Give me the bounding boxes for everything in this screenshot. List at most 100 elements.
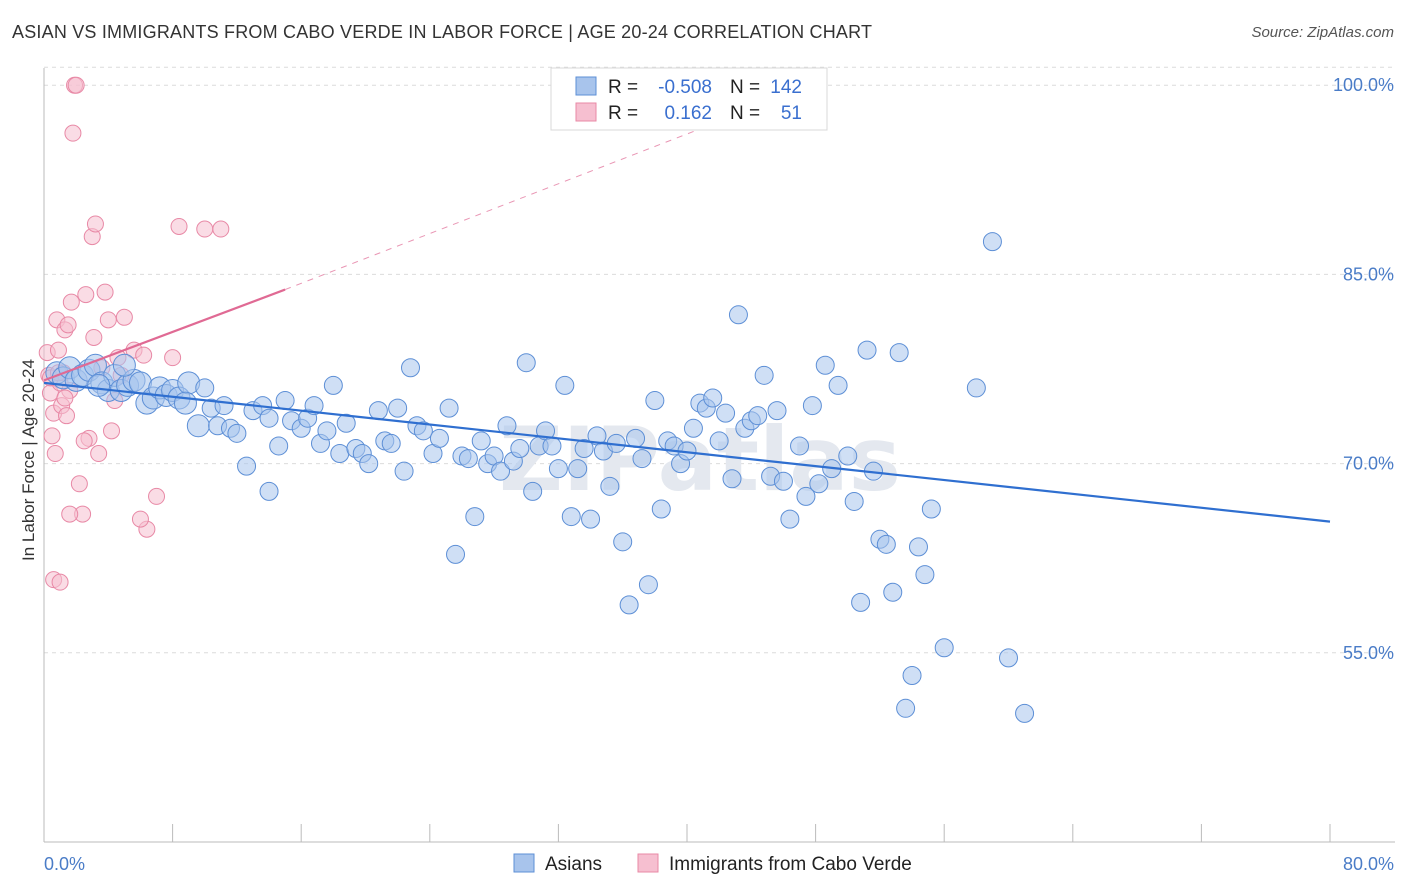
asian-point (876, 534, 896, 554)
trend-lines (43, 102, 1331, 523)
asian-point (112, 353, 136, 377)
legend-n-label: N = (730, 103, 760, 124)
cabo-verde-point (96, 283, 114, 301)
asian-point (227, 423, 247, 443)
asian-point (317, 421, 337, 441)
cabo-verde-point (43, 427, 61, 445)
asian-point (632, 449, 652, 469)
cabo-verde-point (46, 445, 64, 463)
asian-point (728, 305, 748, 325)
asian-point (780, 509, 800, 529)
asian-points (45, 232, 1035, 723)
axes (43, 68, 1395, 843)
asian-point (568, 459, 588, 479)
asian-point (388, 398, 408, 418)
asian-point (581, 509, 601, 529)
legend-r-value: 0.162 (664, 103, 712, 124)
asian-point (195, 378, 215, 398)
asian-point (754, 365, 774, 385)
asian-point (368, 401, 388, 421)
asian-point (510, 438, 530, 458)
asian-trend-line (43, 381, 1331, 523)
cabo-verde-point (148, 487, 166, 505)
asian-point (838, 446, 858, 466)
legend-n-value: 51 (781, 103, 802, 124)
chart-title: ASIAN VS IMMIGRANTS FROM CABO VERDE IN L… (12, 22, 873, 42)
cabo-verde-point (212, 220, 230, 238)
asian-point (304, 396, 324, 416)
cabo-verde-trend-line (43, 288, 286, 382)
cabo-verde-point (131, 510, 149, 528)
asian-point (394, 461, 414, 481)
legend-swatch-cabo (575, 102, 597, 122)
asian-point (523, 481, 543, 501)
asian-point (359, 454, 379, 474)
cabo-verde-points (38, 76, 230, 591)
asian-point (703, 388, 723, 408)
asian-point (796, 486, 816, 506)
legend-r-value: -0.508 (658, 77, 712, 98)
cabo-verde-point (77, 286, 95, 304)
source-label: Source: ZipAtlas.com (1251, 24, 1394, 41)
asian-point (802, 396, 822, 416)
asian-point (600, 476, 620, 496)
asian-point (574, 438, 594, 458)
asian-point (999, 648, 1018, 668)
asian-point (613, 532, 633, 552)
asian-point (921, 499, 941, 519)
asian-point (902, 666, 922, 686)
asian-point (330, 444, 350, 464)
asian-point (722, 469, 742, 489)
y-tick-label: 85.0% (1343, 264, 1394, 284)
asian-point (683, 418, 703, 438)
legend-r-label: R = (608, 103, 638, 124)
cabo-verde-point (70, 475, 88, 493)
legend-n-value: 142 (770, 77, 802, 98)
x-tick-label: 80.0% (1343, 854, 1394, 874)
asian-point (828, 375, 848, 395)
asian-point (401, 358, 421, 378)
cabo-verde-point (64, 124, 82, 142)
asian-point (748, 406, 768, 426)
legend-n-label: N = (730, 77, 760, 98)
asian-point (790, 436, 810, 456)
asian-point (815, 355, 835, 375)
cabo-verde-point (196, 220, 214, 238)
asian-point (645, 391, 665, 411)
asian-point (896, 698, 916, 718)
legend-swatch-asians (575, 76, 597, 96)
asian-point (619, 595, 639, 615)
asian-point (966, 378, 986, 398)
cabo-verde-point (59, 316, 77, 334)
y-tick-label: 55.0% (1343, 643, 1394, 663)
asian-point (542, 436, 562, 456)
asian-point (982, 232, 1002, 252)
cabo-verde-trend-extension (284, 102, 768, 291)
asian-point (915, 565, 935, 585)
cabo-verde-point (99, 311, 117, 329)
cabo-verde-point (49, 341, 67, 359)
y-tick-label: 70.0% (1343, 454, 1394, 474)
cabo-verde-point (58, 407, 76, 425)
asian-point (491, 461, 511, 481)
asian-point (237, 456, 257, 476)
tick-labels: 55.0% 70.0% 85.0% 100.0% 0.0% 80.0% (44, 75, 1394, 874)
asian-point (381, 433, 401, 453)
grid-lines (44, 66, 1395, 654)
asian-point (844, 491, 864, 511)
asian-point (446, 544, 466, 564)
cabo-verde-point (135, 346, 153, 364)
cabo-verde-point (164, 349, 182, 367)
asian-point (497, 416, 517, 436)
cabo-verde-point (62, 293, 80, 311)
asian-point (851, 592, 871, 612)
cabo-verde-point (75, 432, 93, 450)
asian-point (214, 396, 234, 416)
cabo-verde-point (170, 217, 188, 235)
cabo-verde-point (90, 445, 108, 463)
asian-point (626, 428, 646, 448)
bottom-legend-swatch-asians (513, 853, 535, 873)
asian-point (1015, 703, 1035, 723)
asian-point (883, 582, 903, 602)
asian-point (809, 474, 829, 494)
